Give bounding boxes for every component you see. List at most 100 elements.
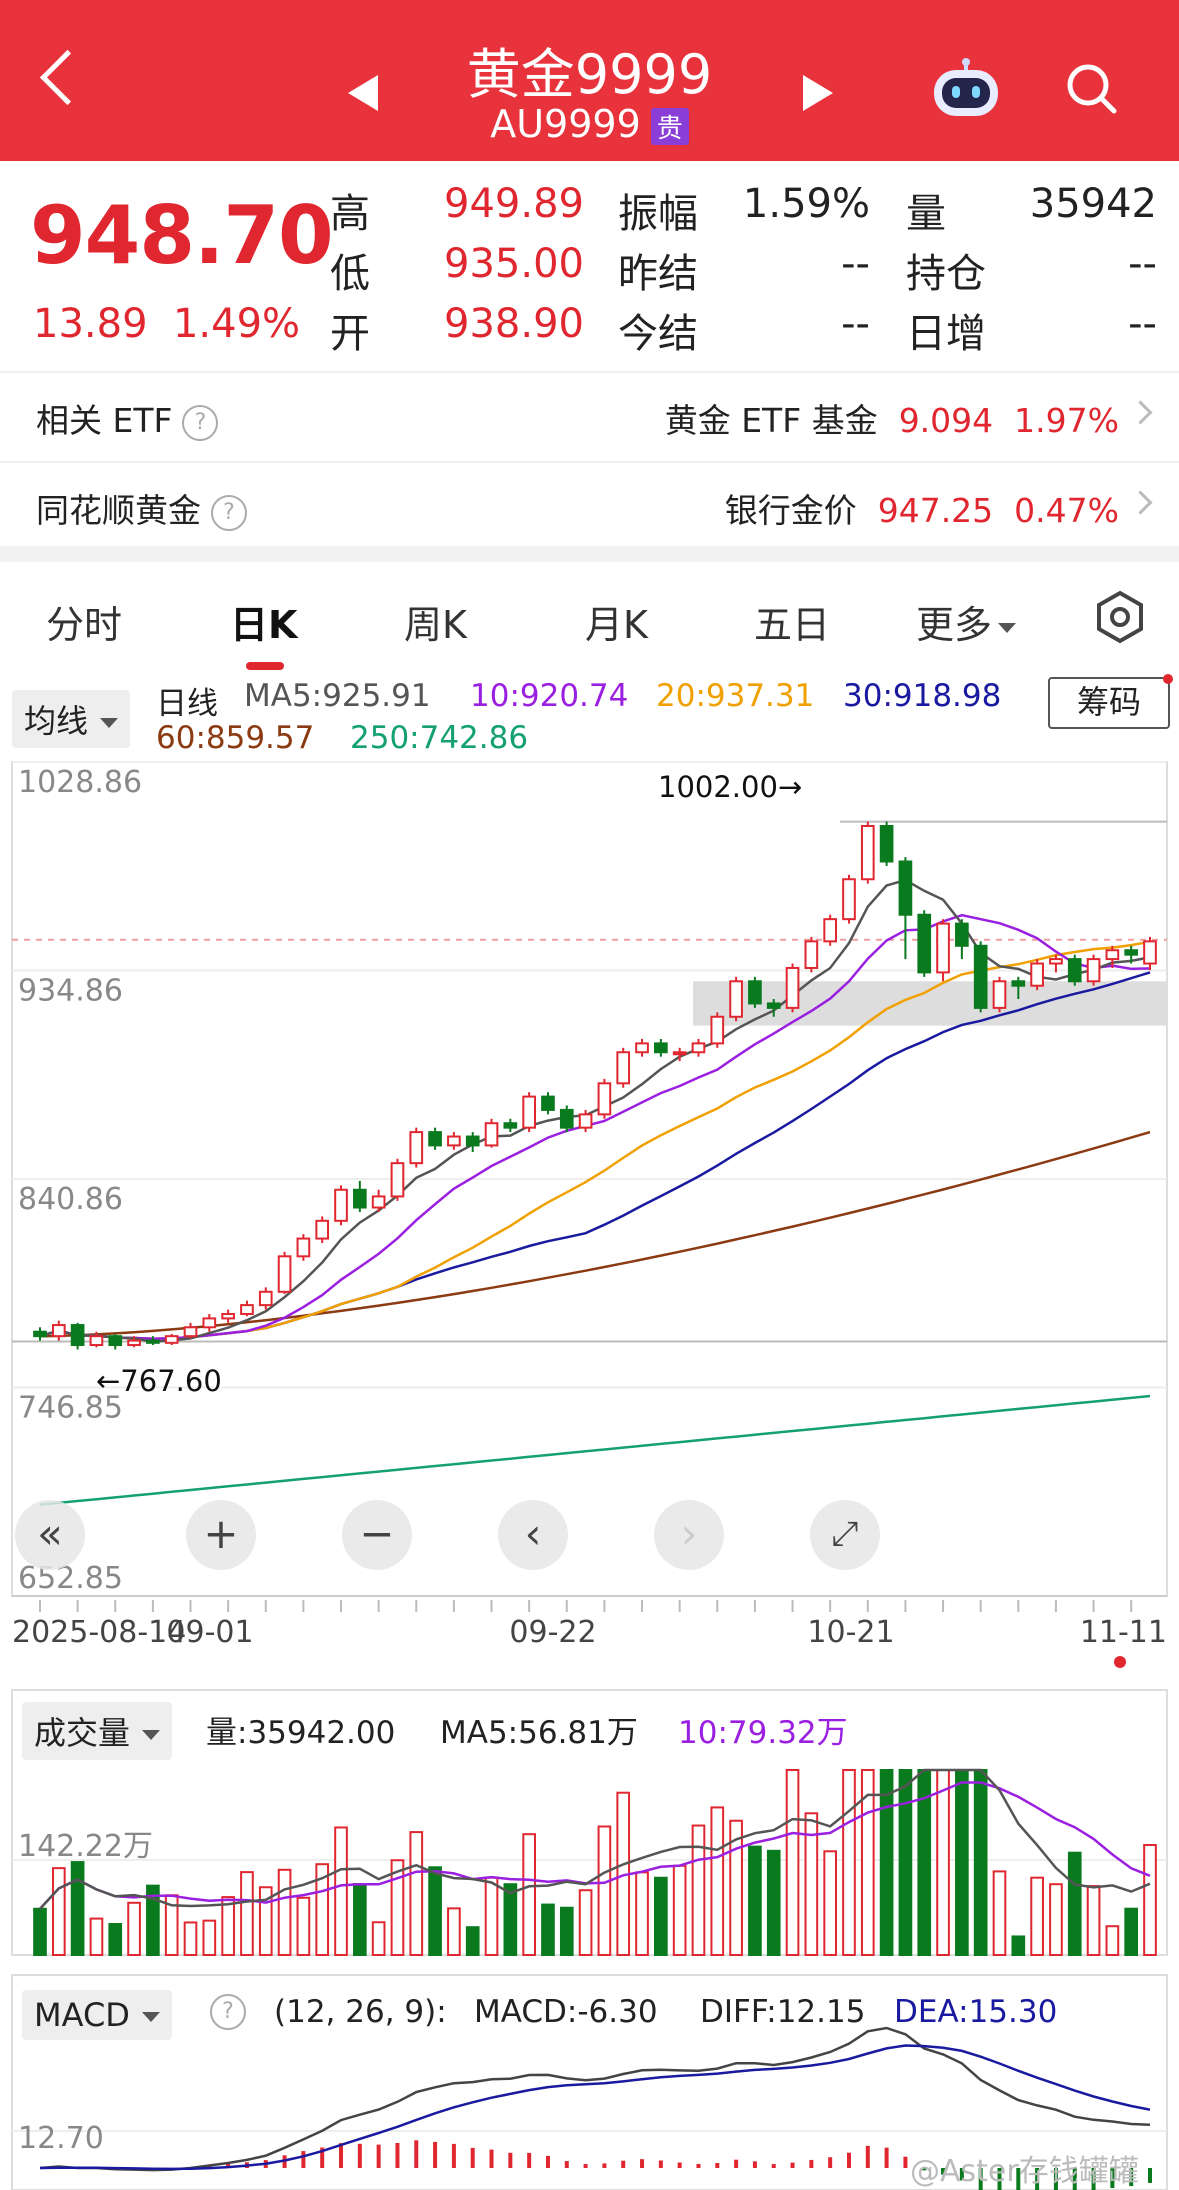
candle	[146, 1336, 160, 1346]
candle	[89, 1331, 104, 1348]
volume-selector[interactable]: 成交量	[22, 1702, 173, 1760]
candle	[823, 914, 838, 946]
candle	[1030, 959, 1044, 991]
candle-body	[879, 825, 894, 863]
candle-body	[597, 1082, 612, 1116]
volume-bar	[447, 1907, 461, 1956]
candle-body	[541, 1095, 555, 1111]
top-bar: 黄金9999 AU9999 贵	[0, 0, 1179, 161]
y-tick-label: 746.85	[18, 1391, 123, 1426]
active-tab-indicator	[246, 662, 284, 670]
candle	[51, 1320, 66, 1341]
candle	[559, 1105, 574, 1133]
candle-body	[240, 1304, 254, 1315]
candle-body	[898, 860, 913, 916]
next-instrument-icon[interactable]	[803, 75, 833, 111]
help-icon[interactable]: ?	[211, 494, 247, 531]
scroll-left-button[interactable]: ‹	[498, 1500, 568, 1570]
candle	[710, 1012, 725, 1048]
scroll-right-button[interactable]: ›	[654, 1500, 724, 1570]
quote-field-label: 振幅	[618, 191, 698, 237]
volume-bar	[1011, 1935, 1026, 1957]
volume-bar	[1143, 1843, 1157, 1957]
volume-bar	[766, 1849, 781, 1956]
robot-assistant-icon[interactable]	[930, 58, 1002, 120]
volume-bar	[70, 1861, 85, 1956]
candle	[296, 1234, 311, 1261]
section-gap	[0, 546, 1179, 562]
candle-body	[710, 1015, 725, 1045]
tab-weekly-k[interactable]: 周K	[404, 603, 467, 647]
candle	[578, 1109, 593, 1133]
candle	[992, 976, 1007, 1013]
ma250-line	[39, 1394, 1151, 1506]
prev-instrument-icon[interactable]	[348, 75, 378, 111]
related-etf-row[interactable]: 相关 ETF? 黄金 ETF 基金 9.094 1.97%	[0, 372, 1179, 460]
dropdown-icon	[141, 2012, 160, 2022]
dropdown-icon	[142, 1730, 161, 1740]
quote-field-label: 今结	[618, 311, 698, 357]
tab-five-day[interactable]: 五日	[754, 603, 831, 647]
tab-monthly-k[interactable]: 月K	[585, 603, 648, 647]
chip-distribution-button[interactable]: 筹码	[1048, 677, 1170, 729]
candle	[503, 1118, 518, 1133]
ths-gold-label: 同花顺黄金?	[36, 484, 247, 532]
candle	[672, 1047, 687, 1062]
candle-body	[973, 944, 988, 1009]
diff-value: DIFF:12.15	[700, 1994, 866, 2030]
quote-field-label: 高	[330, 191, 370, 237]
fullscreen-button[interactable]: ⤢	[810, 1500, 880, 1570]
settings-icon[interactable]	[1093, 590, 1147, 644]
candle-body	[860, 825, 875, 881]
tab-daily-k[interactable]: 日K	[230, 603, 298, 647]
volume-bar	[1124, 1907, 1139, 1956]
quote-panel: 948.70 13.89 1.49% 高 949.89 振幅 1.59% 量 35942 低…	[0, 161, 1179, 371]
candle	[221, 1309, 235, 1323]
candle-body	[955, 922, 969, 947]
candle-body	[654, 1042, 668, 1054]
help-icon[interactable]: ?	[182, 404, 219, 441]
volume-bar	[1030, 1876, 1044, 1956]
candle	[654, 1038, 668, 1057]
candle-body	[465, 1135, 480, 1147]
volume-bar	[352, 1883, 367, 1956]
candle-body	[729, 980, 743, 1018]
candle-body	[296, 1237, 311, 1258]
candle-body	[89, 1335, 104, 1347]
candle	[465, 1132, 480, 1153]
tab-intraday[interactable]: 分时	[46, 603, 123, 647]
candle	[973, 941, 988, 1013]
candle-body	[672, 1051, 687, 1056]
macd-params: (12, 26, 9):	[274, 1994, 447, 2030]
volume-bar	[221, 1896, 235, 1956]
x-tick-label: 11-11	[1080, 1615, 1167, 1650]
candle-body	[992, 980, 1007, 1009]
macd-selector[interactable]: MACD	[22, 1990, 172, 2040]
zoom-out-button[interactable]: −	[342, 1500, 412, 1570]
ma60-value: 60:859.57	[156, 720, 315, 756]
candle-body	[503, 1122, 518, 1129]
volume-bar	[484, 1876, 499, 1957]
candle-body	[785, 966, 800, 1009]
candle-body	[371, 1195, 386, 1209]
candle-body	[917, 913, 932, 974]
fast-rewind-button[interactable]: «	[15, 1500, 85, 1570]
dea-value: DEA:15.30	[894, 1994, 1058, 2030]
help-icon[interactable]: ?	[210, 1994, 246, 2030]
search-icon[interactable]	[1065, 62, 1117, 114]
volume-bar	[277, 1868, 292, 1957]
volume-bar	[635, 1871, 649, 1956]
volume-ma10: 10:79.32万	[678, 1715, 848, 1751]
candle	[1049, 954, 1063, 973]
candle-body	[164, 1335, 179, 1344]
tab-more[interactable]: 更多	[916, 594, 1017, 649]
ths-gold-row[interactable]: 同花顺黄金? 银行金价 947.25 0.47%	[0, 462, 1179, 550]
candle	[258, 1287, 273, 1310]
indicator-selector[interactable]: 均线	[12, 690, 131, 748]
volume-bar	[729, 1819, 743, 1956]
candle	[936, 919, 950, 982]
zoom-in-button[interactable]: +	[186, 1500, 256, 1570]
volume-bar	[127, 1901, 141, 1956]
candle	[616, 1047, 631, 1088]
